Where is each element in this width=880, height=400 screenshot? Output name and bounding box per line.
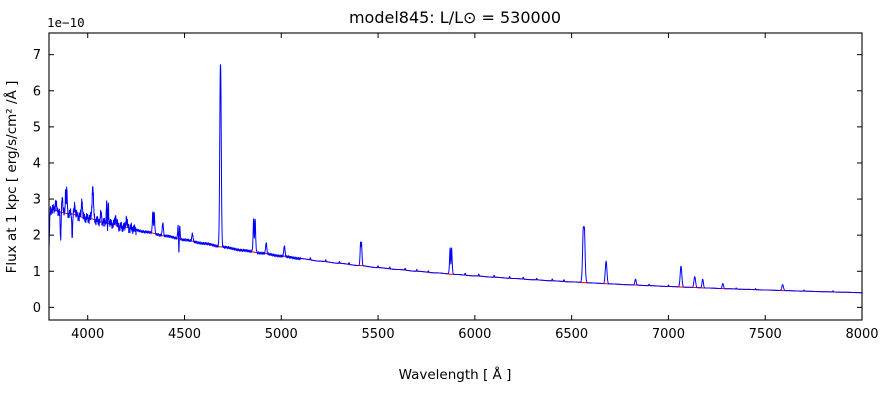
page-title: model845: L/L⊙ = 530000 bbox=[349, 8, 561, 27]
x-tick-label: 6000 bbox=[458, 327, 491, 342]
y-axis-label: Flux at 1 kpc [ erg/s/cm² /Å ] bbox=[3, 81, 20, 274]
y-tick-label: 2 bbox=[33, 229, 41, 244]
y-tick-label: 6 bbox=[33, 84, 41, 99]
x-axis-label: Wavelength [ Å ] bbox=[399, 366, 512, 383]
y-tick-label: 0 bbox=[33, 301, 41, 316]
data-curves bbox=[49, 64, 862, 294]
y-tick-label: 7 bbox=[33, 48, 41, 63]
x-tick-label: 6500 bbox=[555, 327, 588, 342]
y-tick-label: 5 bbox=[33, 120, 41, 135]
axis-ticks: 4000 4500 5000 5500 6000 6500 7000 7500 8000 0 1 2 3… bbox=[33, 33, 879, 342]
y-tick-label: 3 bbox=[33, 193, 41, 208]
x-tick-label: 5500 bbox=[362, 327, 395, 342]
axes-frame bbox=[48, 32, 863, 321]
x-tick-label: 5000 bbox=[265, 327, 298, 342]
y-tick-label: 4 bbox=[33, 156, 41, 171]
x-tick-label: 8000 bbox=[845, 327, 878, 342]
x-tick-label: 7000 bbox=[652, 327, 685, 342]
x-tick-label: 4000 bbox=[71, 327, 104, 342]
x-tick-label: 7500 bbox=[749, 327, 782, 342]
x-tick-label: 4500 bbox=[168, 327, 201, 342]
y-tick-label: 1 bbox=[33, 265, 41, 280]
y-axis-offset-label: 1e−10 bbox=[47, 15, 85, 30]
spectrum-series bbox=[49, 64, 862, 294]
